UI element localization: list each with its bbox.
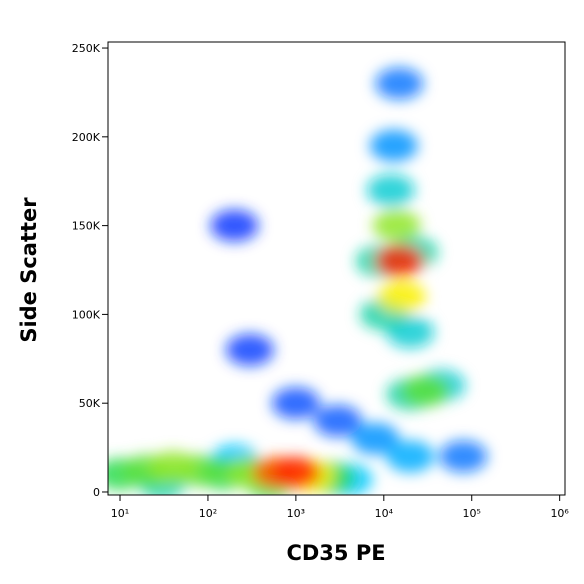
density-blob xyxy=(375,67,424,100)
y-tick-label: 50K xyxy=(79,397,101,410)
y-tick-label: 250K xyxy=(72,42,101,55)
y-tick-label: 0 xyxy=(93,486,100,499)
density-blob xyxy=(225,333,274,366)
density-blob xyxy=(210,209,259,242)
x-tick-label: 10³ xyxy=(287,507,305,520)
y-tick-label: 150K xyxy=(72,220,101,233)
x-tick-label: 10¹ xyxy=(111,507,129,520)
x-tick-label: 10⁵ xyxy=(463,507,481,520)
density-blob xyxy=(377,280,426,313)
density-blob xyxy=(366,174,415,207)
density-blob xyxy=(386,440,435,473)
density-blob xyxy=(372,209,421,242)
density-blob xyxy=(439,440,488,473)
density-blob xyxy=(148,451,197,484)
density-blob xyxy=(351,422,400,455)
density-blob xyxy=(375,245,424,278)
y-tick-label: 100K xyxy=(72,308,101,321)
x-tick-label: 10⁴ xyxy=(375,507,394,520)
density-blob xyxy=(369,129,418,162)
y-axis-title: Side Scatter xyxy=(17,197,41,343)
density-blob xyxy=(313,404,362,437)
density-blob xyxy=(271,387,320,420)
x-tick-label: 10² xyxy=(199,507,217,520)
y-tick-label: 200K xyxy=(72,131,101,144)
x-tick-label: 10⁶ xyxy=(550,507,569,520)
x-axis-title: CD35 PE xyxy=(286,541,385,565)
plot-frame xyxy=(107,41,566,496)
density-blob xyxy=(271,456,320,489)
density-blob xyxy=(401,374,450,407)
density-layer xyxy=(108,67,488,495)
